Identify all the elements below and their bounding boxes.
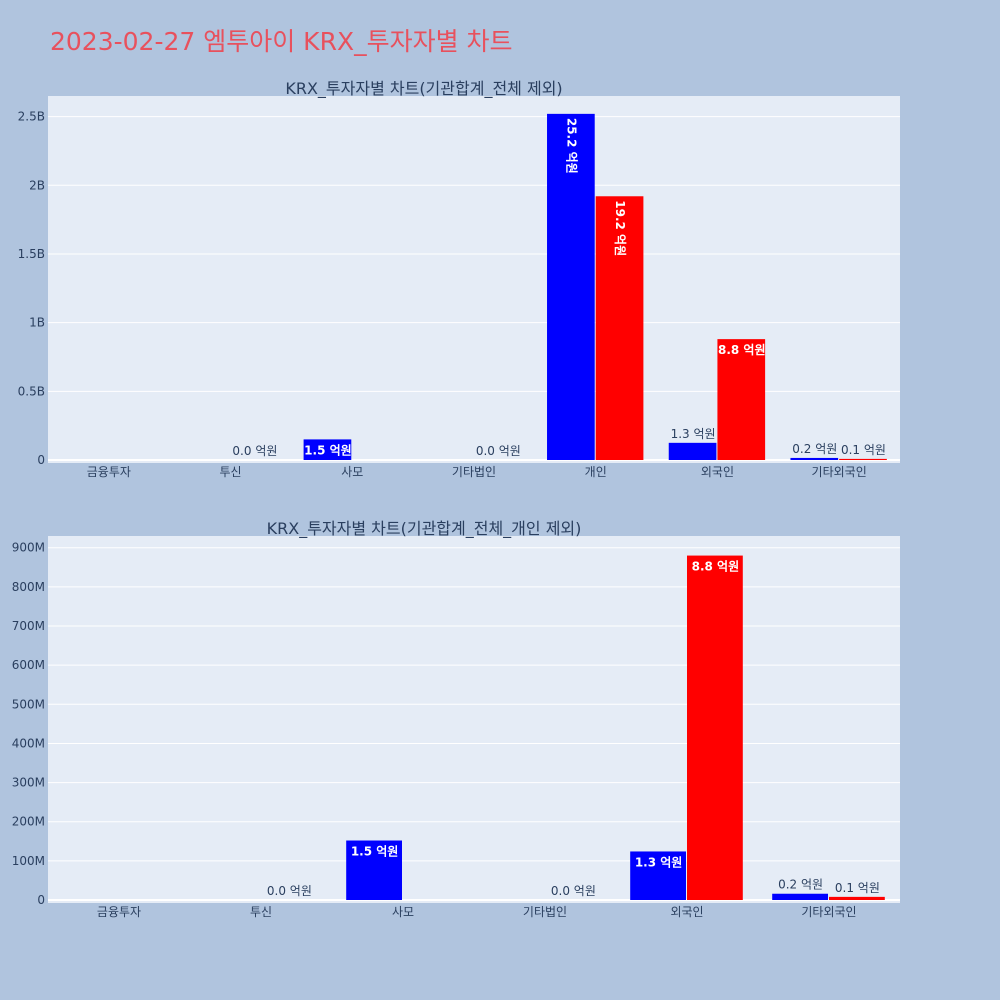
x-tick-label-1-4: 외국인 [670,905,703,919]
x-tick-label-0-3: 기타법인 [452,465,496,479]
x-tick-label-0-0: 금융투자 [87,465,131,479]
x-tick-label-0-5: 외국인 [701,465,734,479]
x-tick-label-0-1: 투신 [220,465,242,479]
bar-label-1-1-3: 0.0 억원 [551,884,596,898]
bar-label-0-1-6: 0.1 억원 [841,443,886,457]
bar-label-1-1-5: 0.1 억원 [835,881,880,895]
y-tick-label-0-3: 1.5B [18,247,45,261]
bar-label-0-0-5: 1.3 억원 [671,427,716,441]
x-tick-label-0-2: 사모 [341,465,363,479]
y-tick-label-0-0: 0 [37,453,45,467]
y-tick-label-0-5: 2.5B [18,110,45,124]
x-tick-label-1-1: 투신 [250,905,272,919]
bar-1-1-4 [687,555,743,900]
y-tick-label-1-9: 900M [12,541,45,555]
y-tick-label-1-7: 700M [12,619,45,633]
x-tick-label-0-6: 기타외국인 [812,465,867,479]
page-title: 2023-02-27 엠투아이 KRX_투자자별 차트 [50,27,513,56]
bar-label-0-1-1: 0.0 억원 [232,444,277,458]
chart-title-1: KRX_투자자별 차트(기관합계_전체_개인 제외) [267,519,582,539]
x-tick-label-1-2: 사모 [392,905,414,919]
bar-1-1-5 [829,896,885,900]
bar-label-0-1-3: 0.0 억원 [476,444,521,458]
y-tick-label-0-2: 1B [29,316,45,330]
bar-0-0-2 [303,439,352,460]
bar-1-0-4 [630,851,686,900]
bar-0-0-5 [668,442,717,460]
bar-0-0-4 [547,113,595,461]
y-tick-label-1-6: 600M [12,658,45,672]
x-tick-label-1-0: 금융투자 [97,905,141,919]
bar-label-1-0-5: 0.2 억원 [778,878,823,892]
bar-label-0-1-4: 19.2 억원 [613,200,627,256]
bar-label-0-0-2: 1.5 억원 [304,443,352,457]
bar-label-1-1-1: 0.0 억원 [267,884,312,898]
x-tick-label-0-4: 개인 [585,465,607,479]
bar-label-1-0-4: 1.3 억원 [635,855,683,869]
bar-label-0-0-6: 0.2 억원 [792,442,837,456]
plot-area-1 [48,536,900,903]
bar-label-0-1-5: 8.8 억원 [718,343,766,357]
y-tick-label-1-4: 400M [12,736,45,750]
bar-1-0-2 [346,840,402,900]
y-tick-label-0-1: 0.5B [18,384,45,398]
chart-title-0: KRX_투자자별 차트(기관합계_전체 제외) [285,79,562,99]
x-tick-label-1-5: 기타외국인 [801,905,856,919]
bar-label-1-0-2: 1.5 억원 [351,845,399,859]
y-tick-label-1-5: 500M [12,697,45,711]
bar-label-0-0-4: 25.2 억원 [564,118,578,174]
y-tick-label-1-0: 0 [37,893,45,907]
y-tick-label-1-8: 800M [12,580,45,594]
y-tick-label-1-1: 100M [12,854,45,868]
bar-label-1-1-4: 8.8 억원 [692,560,740,574]
y-tick-label-1-2: 200M [12,815,45,829]
x-tick-label-1-3: 기타법인 [523,905,567,919]
bar-1-0-5 [772,893,828,900]
y-tick-label-1-3: 300M [12,776,45,790]
plot-area-0 [48,96,900,463]
bar-0-1-5 [717,339,766,460]
bar-0-0-6 [790,457,839,460]
y-tick-label-0-4: 2B [29,178,45,192]
bar-0-1-6 [839,458,887,460]
bar-0-1-4 [595,196,644,460]
